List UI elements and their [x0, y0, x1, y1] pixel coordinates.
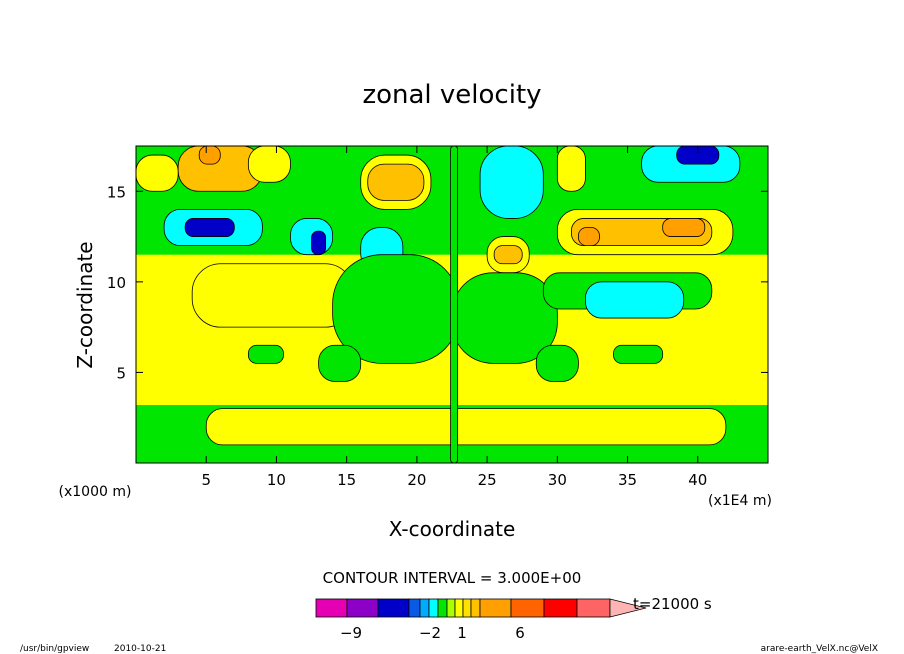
contour-region-green — [318, 344, 362, 382]
colorbar-label: 6 — [515, 624, 525, 642]
colorbar-swatch — [462, 598, 472, 618]
contour-region-yellow — [136, 154, 179, 192]
colorbar-swatch — [437, 598, 448, 618]
x-tick-label: 40 — [688, 471, 707, 489]
colorbar-swatch — [377, 598, 410, 618]
x-tick-label: 35 — [618, 471, 637, 489]
colorbar — [315, 598, 647, 618]
x-tick-label: 10 — [267, 471, 286, 489]
x-tick-label: 5 — [201, 471, 211, 489]
footer-program: /usr/bin/gpview — [20, 644, 89, 654]
contour-region-yellow — [247, 146, 291, 183]
colorbar-swatch — [510, 598, 545, 618]
x-axis-ticks: 5 10 15 20 25 30 35 40 — [201, 146, 707, 489]
colorbar-label: −2 — [419, 624, 441, 642]
footer-date: 2010-10-21 — [114, 644, 166, 654]
contour-region-orange — [198, 146, 221, 165]
colorbar-swatch — [576, 598, 611, 618]
colorbar-swatch — [428, 598, 439, 618]
x-unit-label-right: (x1E4 m) — [708, 493, 772, 509]
x-tick-label: 30 — [548, 471, 567, 489]
y-tick-label: 10 — [107, 274, 126, 292]
colorbar-swatch — [446, 598, 456, 618]
footer-source: arare-earth_VelX.nc@VelX — [761, 644, 878, 654]
contour-region-light-orange — [493, 245, 523, 265]
contour-region-yellow — [191, 263, 355, 328]
contour-region-light-orange — [367, 163, 425, 201]
y-axis-label: Z-coordinate — [73, 241, 97, 368]
contour-region-orange — [578, 227, 600, 247]
plot-frame — [135, 145, 769, 464]
colorbar-label: −9 — [340, 624, 362, 642]
x-tick-label: 15 — [337, 471, 356, 489]
colorbar-swatch — [479, 598, 512, 618]
contour-region-yellow — [205, 408, 727, 446]
contour-field — [136, 146, 768, 463]
colorbar-end-arrow — [609, 598, 647, 618]
chart-title: zonal velocity — [362, 80, 541, 110]
contour-region-orange — [662, 218, 706, 237]
colorbar-swatch — [346, 598, 379, 618]
contour-region-dark-blue — [676, 146, 720, 165]
contour-region-green — [535, 344, 579, 382]
x-axis-label: X-coordinate — [389, 517, 516, 541]
colorbar-swatch — [543, 598, 578, 618]
colorbar-swatch — [408, 598, 421, 618]
y-tick-label: 5 — [116, 364, 126, 382]
x-tick-label: 25 — [478, 471, 497, 489]
time-label: t=21000 s — [633, 595, 712, 613]
colorbar-label: 1 — [457, 624, 467, 642]
contour-region-yellow — [556, 146, 586, 192]
colorbar-swatch — [419, 598, 430, 618]
contour-region-green — [613, 344, 664, 364]
colorbar-swatch — [454, 598, 464, 618]
x-unit-label-left: (x1000 m) — [59, 484, 132, 500]
colorbar-swatch — [470, 598, 481, 618]
y-axis-ticks: 5 10 15 — [107, 183, 768, 382]
y-tick-label: 15 — [107, 183, 126, 201]
contour-region-green — [247, 344, 284, 364]
contour-region-cyan — [585, 281, 685, 319]
colorbar-labels: −9 −2 1 6 — [340, 624, 525, 642]
x-tick-label: 20 — [407, 471, 426, 489]
contour-region-green — [450, 146, 459, 463]
contour-region-dark-blue — [184, 218, 235, 237]
contour-region-dark-blue — [311, 230, 326, 256]
contour-region-cyan — [479, 146, 544, 219]
colorbar-swatch — [315, 598, 348, 618]
contour-interval-text: CONTOUR INTERVAL = 3.000E+00 — [323, 569, 582, 587]
